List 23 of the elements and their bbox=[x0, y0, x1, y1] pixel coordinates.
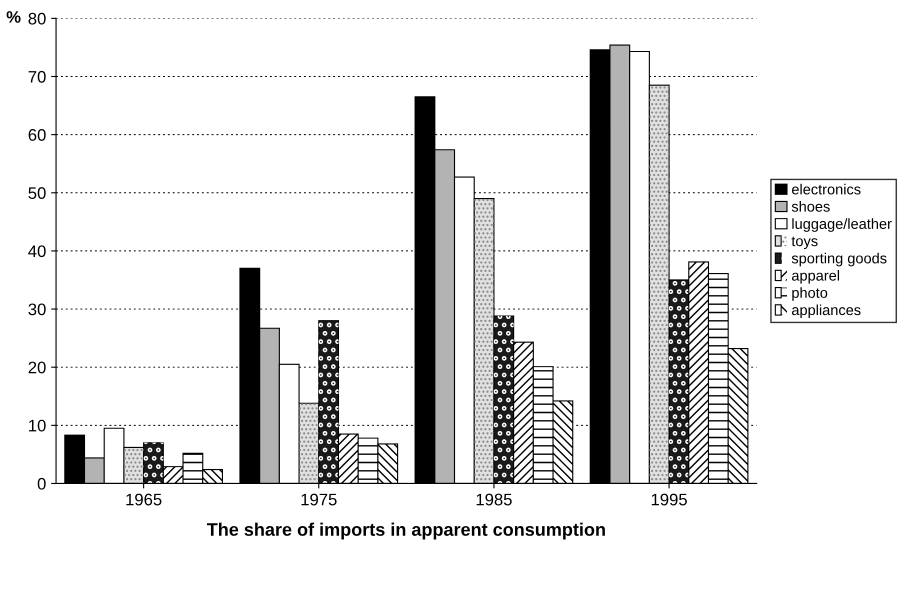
x-tick-label: 1985 bbox=[476, 494, 512, 506]
legend-label: luggage/leather bbox=[792, 218, 892, 232]
y-tick-label: 70 bbox=[28, 70, 46, 83]
y-tick-label: 20 bbox=[28, 362, 46, 374]
y-tick-label: 60 bbox=[28, 129, 46, 141]
legend-label: sporting goods bbox=[792, 252, 887, 266]
y-tick-label: 10 bbox=[29, 420, 46, 432]
y-tick-label: 50 bbox=[28, 187, 46, 199]
x-axis-title: The share of imports in apparent consumption bbox=[206, 522, 605, 540]
legend-label: appliances bbox=[792, 304, 861, 318]
y-tick-label: 80 bbox=[28, 12, 46, 25]
y-axis-title: % bbox=[6, 11, 21, 23]
y-tick-label: 40 bbox=[28, 245, 46, 258]
legend-label: toys bbox=[792, 236, 818, 250]
x-tick-label: 1975 bbox=[302, 494, 337, 506]
legend-label: electronics bbox=[792, 184, 861, 194]
legend-label: photo bbox=[792, 287, 828, 301]
legend-label: apparel bbox=[792, 270, 840, 284]
x-tick-label: 1965 bbox=[126, 494, 162, 506]
y-tick-label: 0 bbox=[38, 478, 46, 490]
legend-label: shoes bbox=[792, 201, 830, 212]
x-tick-label: 1995 bbox=[652, 494, 687, 506]
y-tick-label: 30 bbox=[28, 303, 46, 316]
